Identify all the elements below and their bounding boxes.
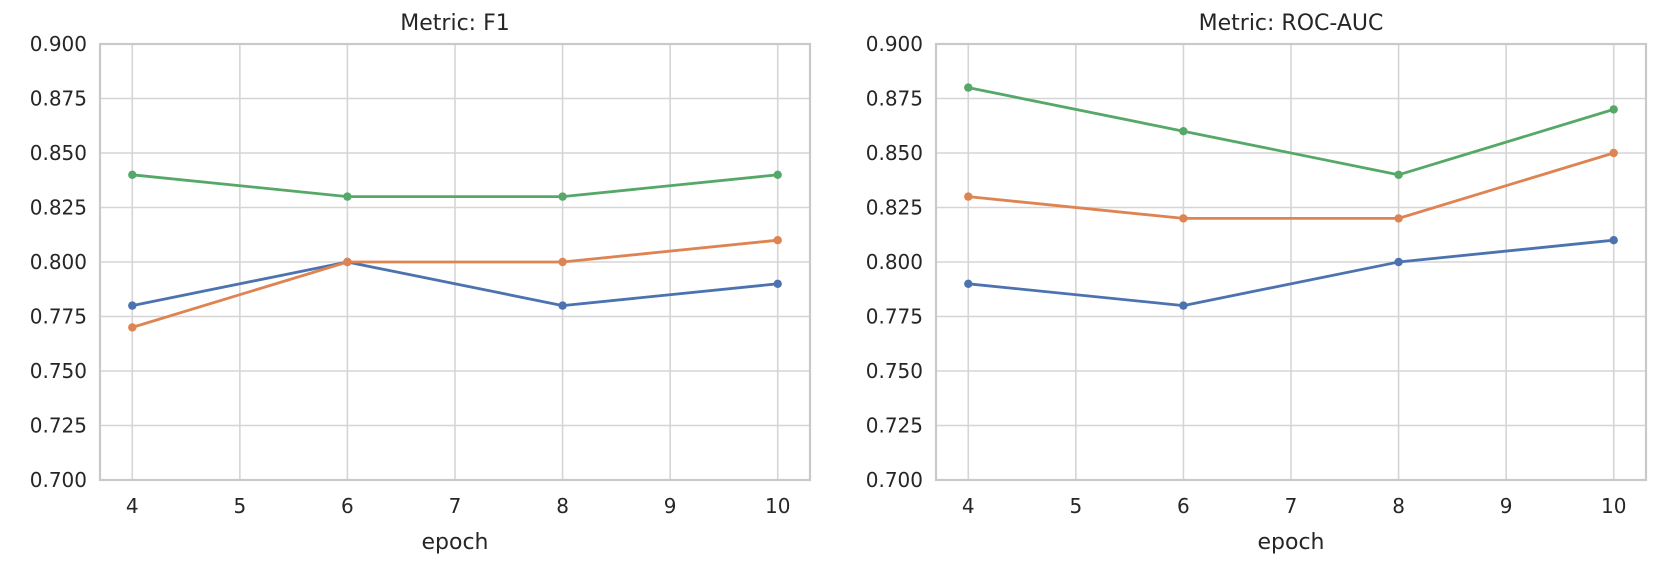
data-point-series-green — [773, 170, 782, 179]
y-tick-label: 0.875 — [30, 87, 87, 111]
y-tick-label: 0.875 — [866, 87, 923, 111]
series-line-series-orange — [130, 238, 780, 329]
data-point-series-green — [1609, 105, 1618, 114]
y-tick-label: 0.725 — [30, 414, 87, 438]
y-tick-label: 0.750 — [30, 359, 87, 383]
chart-title: Metric: F1 — [400, 11, 509, 36]
data-point-series-green — [128, 170, 137, 179]
x-tick-label: 8 — [1392, 494, 1405, 518]
chart-roc-auc-plot: 0.700 0.725 0.750 0.775 0.800 0.825 0.850 0.875… — [866, 11, 1648, 555]
data-point-series-green — [558, 192, 567, 201]
y-tick-label: 0.800 — [866, 250, 923, 274]
y-tick-label: 0.850 — [866, 141, 923, 165]
series-line-series-blue — [130, 260, 780, 308]
x-tick-label: 6 — [341, 494, 354, 518]
series-line-series-blue — [966, 238, 1616, 308]
y-tick-label: 0.800 — [30, 250, 87, 274]
data-point-series-blue — [558, 301, 567, 310]
chart-title: Metric: ROC-AUC — [1199, 11, 1384, 36]
data-point-series-blue — [964, 279, 973, 288]
y-tick-label: 0.750 — [866, 359, 923, 383]
data-point-series-orange — [1609, 148, 1618, 158]
x-tick-label: 10 — [765, 494, 790, 518]
x-tick-label: 4 — [962, 494, 975, 518]
data-point-series-orange — [964, 192, 973, 201]
series-line-series-orange — [966, 151, 1616, 220]
data-point-series-orange — [343, 257, 352, 267]
plot-border — [934, 42, 1648, 482]
data-point-series-green — [964, 83, 973, 92]
y-tick-label: 0.825 — [30, 196, 87, 220]
y-tick-label: 0.775 — [30, 305, 87, 329]
data-point-series-orange — [773, 236, 782, 245]
x-tick-label: 8 — [556, 494, 569, 518]
x-axis-label: epoch — [422, 530, 489, 555]
series-line-series-green — [966, 86, 1616, 177]
data-point-series-orange — [1179, 214, 1188, 223]
y-tick-label: 0.825 — [866, 196, 923, 220]
y-tick-label: 0.700 — [866, 468, 923, 492]
x-tick-label: 7 — [449, 494, 462, 518]
y-tick-label: 0.900 — [30, 32, 87, 56]
x-axis-label: epoch — [1258, 530, 1325, 555]
y-tick-label: 0.850 — [30, 141, 87, 165]
series-line-series-green — [130, 173, 780, 199]
x-tick-label: 4 — [126, 494, 139, 518]
data-point-series-orange — [128, 323, 137, 332]
data-point-series-green — [343, 192, 352, 201]
x-tick-label: 6 — [1177, 494, 1190, 518]
chart-f1: 0.700 0.725 0.750 0.775 0.800 0.825 0.850 0.875… — [0, 0, 836, 565]
data-point-series-orange — [1394, 214, 1403, 223]
x-tick-label: 10 — [1601, 494, 1626, 518]
data-point-series-green — [1394, 170, 1403, 179]
data-point-series-blue — [1394, 257, 1403, 267]
x-tick-label: 9 — [1500, 494, 1513, 518]
chart-roc-auc: 0.700 0.725 0.750 0.775 0.800 0.825 0.850 0.875… — [836, 0, 1672, 565]
x-tick-label: 5 — [233, 494, 246, 518]
x-tick-label: 5 — [1069, 494, 1082, 518]
y-tick-label: 0.700 — [30, 468, 87, 492]
x-tick-label: 9 — [664, 494, 677, 518]
plot-border — [98, 42, 812, 482]
x-tick-label: 7 — [1285, 494, 1298, 518]
data-point-series-blue — [1179, 301, 1188, 310]
y-tick-label: 0.725 — [866, 414, 923, 438]
data-point-series-green — [1179, 127, 1188, 136]
chart-f1-plot: 0.700 0.725 0.750 0.775 0.800 0.825 0.850 0.875… — [30, 11, 812, 555]
data-point-series-orange — [558, 257, 567, 267]
data-point-series-blue — [1609, 236, 1618, 245]
y-tick-label: 0.775 — [866, 305, 923, 329]
data-point-series-blue — [128, 301, 137, 310]
y-tick-label: 0.900 — [866, 32, 923, 56]
data-point-series-blue — [773, 279, 782, 288]
